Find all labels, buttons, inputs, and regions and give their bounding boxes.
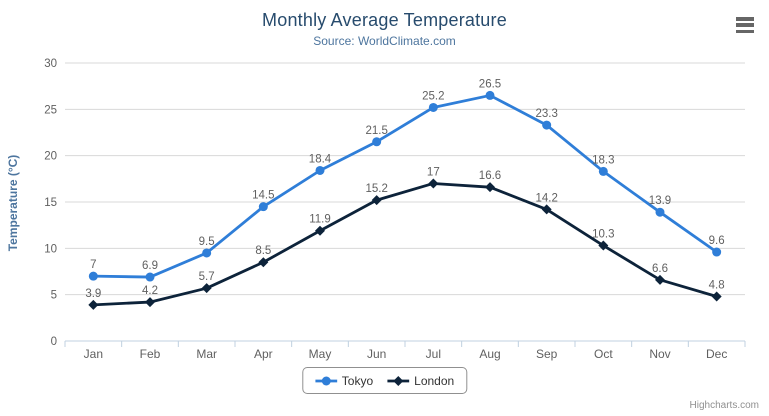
data-label: 25.2 (422, 90, 444, 102)
data-label: 18.4 (309, 153, 332, 165)
data-label: 13.9 (649, 195, 671, 207)
context-menu-button[interactable] (733, 15, 757, 35)
data-point-tokyo[interactable] (88, 271, 98, 281)
data-point-london[interactable] (145, 297, 155, 308)
data-label: 15.2 (365, 183, 387, 195)
data-point-tokyo[interactable] (542, 120, 552, 130)
data-point-tokyo[interactable] (485, 90, 495, 100)
data-label: 9.6 (709, 235, 725, 247)
data-point-tokyo[interactable] (145, 272, 155, 282)
data-label: 4.2 (142, 285, 158, 297)
data-label: 5.7 (199, 271, 215, 283)
data-label: 9.5 (199, 236, 215, 248)
data-point-london[interactable] (598, 240, 609, 251)
data-label: 14.5 (252, 190, 274, 202)
data-point-tokyo[interactable] (202, 248, 212, 258)
data-point-london[interactable] (88, 299, 99, 310)
legend-item-tokyo[interactable]: Tokyo (314, 373, 374, 388)
data-label: 8.5 (255, 245, 271, 257)
data-point-tokyo[interactable] (598, 166, 608, 176)
data-label: 26.5 (479, 78, 501, 90)
y-axis-tick-label: 20 (44, 151, 57, 163)
x-axis-label: Feb (140, 347, 161, 361)
y-axis-tick-label: 15 (44, 197, 57, 209)
data-point-tokyo[interactable] (655, 207, 665, 217)
data-point-london[interactable] (428, 178, 439, 189)
x-axis-label: May (309, 347, 332, 361)
y-axis-tick-label: 10 (44, 243, 57, 255)
data-label: 14.2 (535, 192, 557, 204)
x-axis-label: Oct (594, 347, 613, 361)
x-axis-label: Jun (367, 347, 386, 361)
hamburger-icon (736, 29, 754, 33)
circle-marker-icon (314, 376, 337, 385)
x-axis-label: Mar (196, 347, 217, 361)
y-axis-tick-label: 0 (51, 336, 57, 348)
y-axis-tick-label: 30 (44, 58, 57, 70)
series-line-london (91, 182, 719, 307)
data-label: 23.3 (535, 108, 557, 120)
diamond-marker-icon (387, 375, 410, 386)
x-axis-label: Dec (706, 347, 727, 361)
data-point-london[interactable] (655, 274, 665, 285)
legend-label: London (414, 373, 455, 388)
data-label: 16.6 (479, 170, 501, 182)
x-axis-label: Jul (426, 347, 441, 361)
data-point-tokyo[interactable] (372, 137, 382, 147)
hamburger-icon (736, 17, 754, 21)
data-label: 6.9 (142, 260, 158, 272)
hamburger-icon (736, 23, 754, 27)
legend-label: Tokyo (341, 373, 374, 388)
data-point-london[interactable] (315, 225, 325, 236)
data-label: 21.5 (365, 125, 387, 137)
x-axis-label: Aug (479, 347, 500, 361)
data-point-tokyo[interactable] (315, 165, 325, 175)
y-axis-tick-label: 25 (44, 104, 57, 116)
data-label: 4.8 (709, 280, 725, 292)
credits-link[interactable]: Highcharts.com (689, 400, 759, 411)
x-axis-label: Nov (649, 347, 670, 361)
data-point-tokyo[interactable] (428, 102, 438, 112)
data-label: 6.6 (652, 263, 668, 275)
data-point-london[interactable] (258, 257, 269, 268)
data-point-london[interactable] (541, 204, 552, 215)
data-point-london[interactable] (485, 182, 495, 193)
data-label: 11.9 (309, 214, 331, 226)
x-axis-label: Apr (254, 347, 273, 361)
data-point-london[interactable] (371, 195, 382, 206)
data-point-london[interactable] (201, 283, 212, 294)
chart-title: Monthly Average Temperature (262, 10, 507, 30)
x-axis-label: Jan (84, 347, 103, 361)
legend: Tokyo London (301, 367, 468, 394)
data-point-london[interactable] (711, 291, 722, 302)
data-label: 7 (90, 259, 96, 271)
series-line-tokyo (91, 94, 719, 279)
chart-subtitle: Source: WorldClimate.com (313, 34, 456, 48)
data-point-tokyo[interactable] (712, 247, 722, 257)
y-axis-tick-label: 5 (51, 290, 57, 302)
data-point-tokyo[interactable] (258, 202, 268, 212)
data-label: 3.9 (85, 288, 101, 300)
data-label: 10.3 (592, 229, 614, 241)
data-label: 18.3 (592, 154, 614, 166)
legend-item-london[interactable]: London (387, 374, 454, 388)
data-label: 17 (427, 166, 440, 178)
x-axis-label: Sep (536, 347, 558, 361)
